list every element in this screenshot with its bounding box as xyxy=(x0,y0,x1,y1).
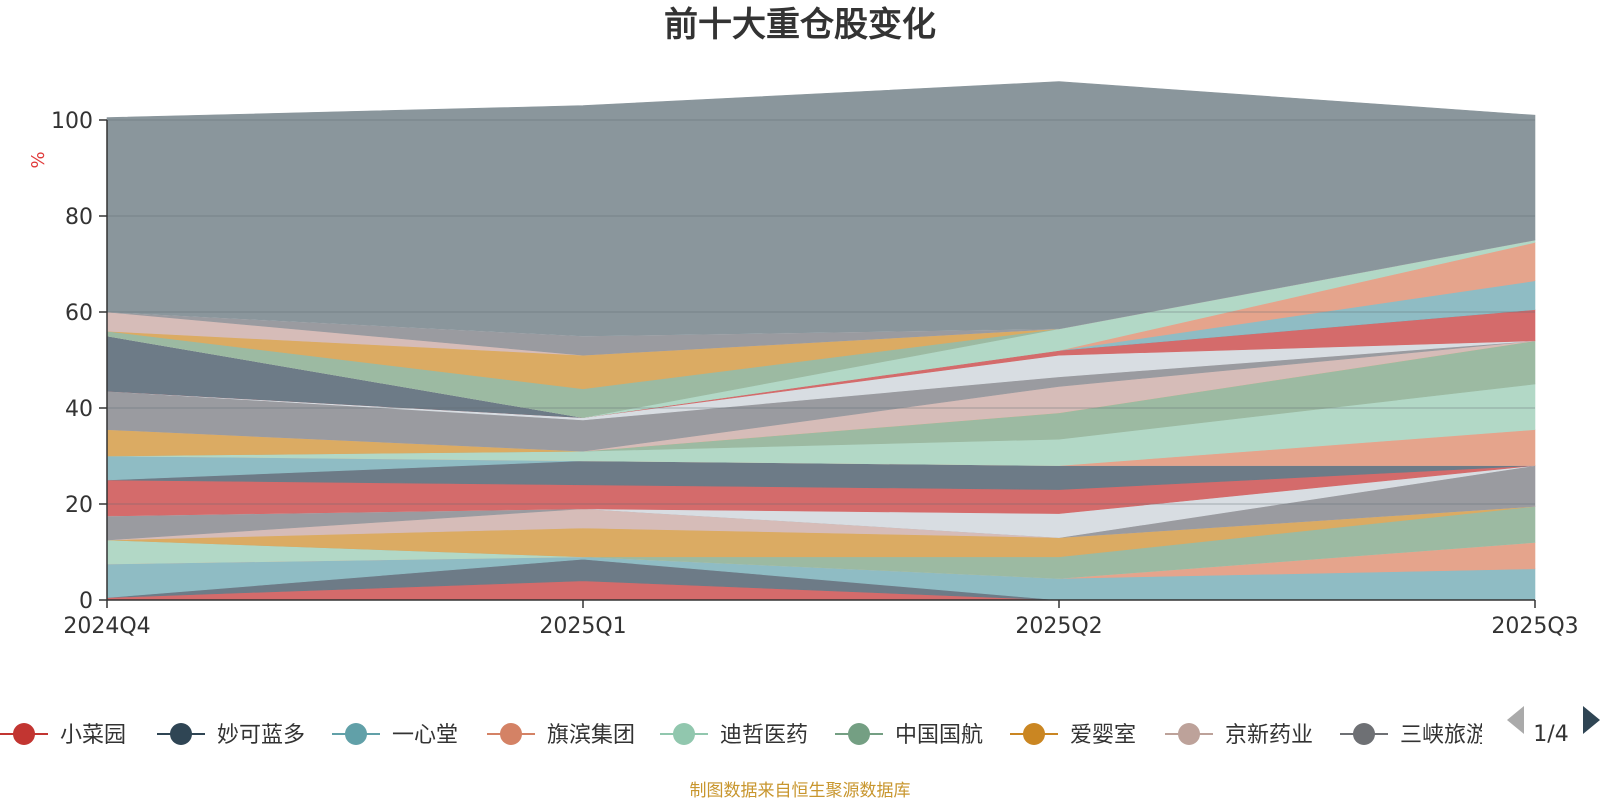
legend-circle-icon xyxy=(1178,723,1200,745)
y-tick-label: 100 xyxy=(51,109,93,134)
legend-circle-icon xyxy=(13,723,35,745)
y-axis-unit: % xyxy=(28,151,49,168)
legend-label: 小菜园 xyxy=(60,723,126,748)
legend-label: 三峡旅游 xyxy=(1400,723,1488,748)
legend: 小菜园 妙可蓝多 一心堂 旗滨集团 迪哲医药 中国国航 爱婴室 京新药业 三峡旅游 xyxy=(0,723,1488,748)
legend-pager: 1/4 xyxy=(1507,706,1600,747)
legend-label: 中国国航 xyxy=(895,723,983,748)
legend-circle-icon xyxy=(673,723,695,745)
legend-item[interactable]: 迪哲医药 xyxy=(660,723,808,748)
legend-prev-page-icon[interactable] xyxy=(1507,706,1524,734)
legend-next-page-icon[interactable] xyxy=(1583,706,1600,734)
legend-item[interactable]: 三峡旅游 xyxy=(1340,723,1488,748)
y-tick-label: 20 xyxy=(65,493,93,518)
legend-item[interactable]: 妙可蓝多 xyxy=(157,723,305,748)
y-axis-ticks: 0 20 40 60 80 100 xyxy=(51,109,107,614)
y-tick-label: 80 xyxy=(65,205,93,230)
legend-item[interactable]: 中国国航 xyxy=(835,723,983,748)
legend-circle-icon xyxy=(170,723,192,745)
legend-item[interactable]: 一心堂 xyxy=(332,723,458,748)
legend-circle-icon xyxy=(345,723,367,745)
x-tick-label: 2025Q2 xyxy=(1015,614,1102,639)
x-axis-ticks: 2024Q4 2025Q1 2025Q2 2025Q3 xyxy=(63,600,1579,639)
legend-label: 一心堂 xyxy=(392,723,458,748)
y-tick-label: 0 xyxy=(79,589,93,614)
legend-label: 旗滨集团 xyxy=(547,723,635,748)
y-tick-label: 40 xyxy=(65,397,93,422)
area-series-group xyxy=(106,81,1536,601)
legend-label: 京新药业 xyxy=(1225,723,1313,748)
legend-circle-icon xyxy=(500,723,522,745)
legend-label: 妙可蓝多 xyxy=(217,723,305,748)
x-tick-label: 2024Q4 xyxy=(63,614,150,639)
chart-title: 前十大重仓股变化 xyxy=(664,5,936,45)
legend-item[interactable]: 京新药业 xyxy=(1165,723,1313,748)
axes xyxy=(106,120,1535,601)
legend-label: 迪哲医药 xyxy=(720,723,808,748)
data-source-note: 制图数据来自恒生聚源数据库 xyxy=(690,781,911,800)
area-series-31[interactable] xyxy=(106,81,1536,337)
legend-item[interactable]: 旗滨集团 xyxy=(487,723,635,748)
legend-item[interactable]: 爱婴室 xyxy=(1010,723,1136,748)
legend-circle-icon xyxy=(1353,723,1375,745)
legend-circle-icon xyxy=(1023,723,1045,745)
legend-item[interactable]: 小菜园 xyxy=(0,723,126,748)
legend-label: 爱婴室 xyxy=(1070,723,1136,748)
x-tick-label: 2025Q3 xyxy=(1491,614,1578,639)
x-tick-label: 2025Q1 xyxy=(539,614,626,639)
legend-page-indicator: 1/4 xyxy=(1533,722,1568,747)
y-tick-label: 60 xyxy=(65,301,93,326)
grid-lines xyxy=(107,119,1535,505)
legend-circle-icon xyxy=(848,723,870,745)
